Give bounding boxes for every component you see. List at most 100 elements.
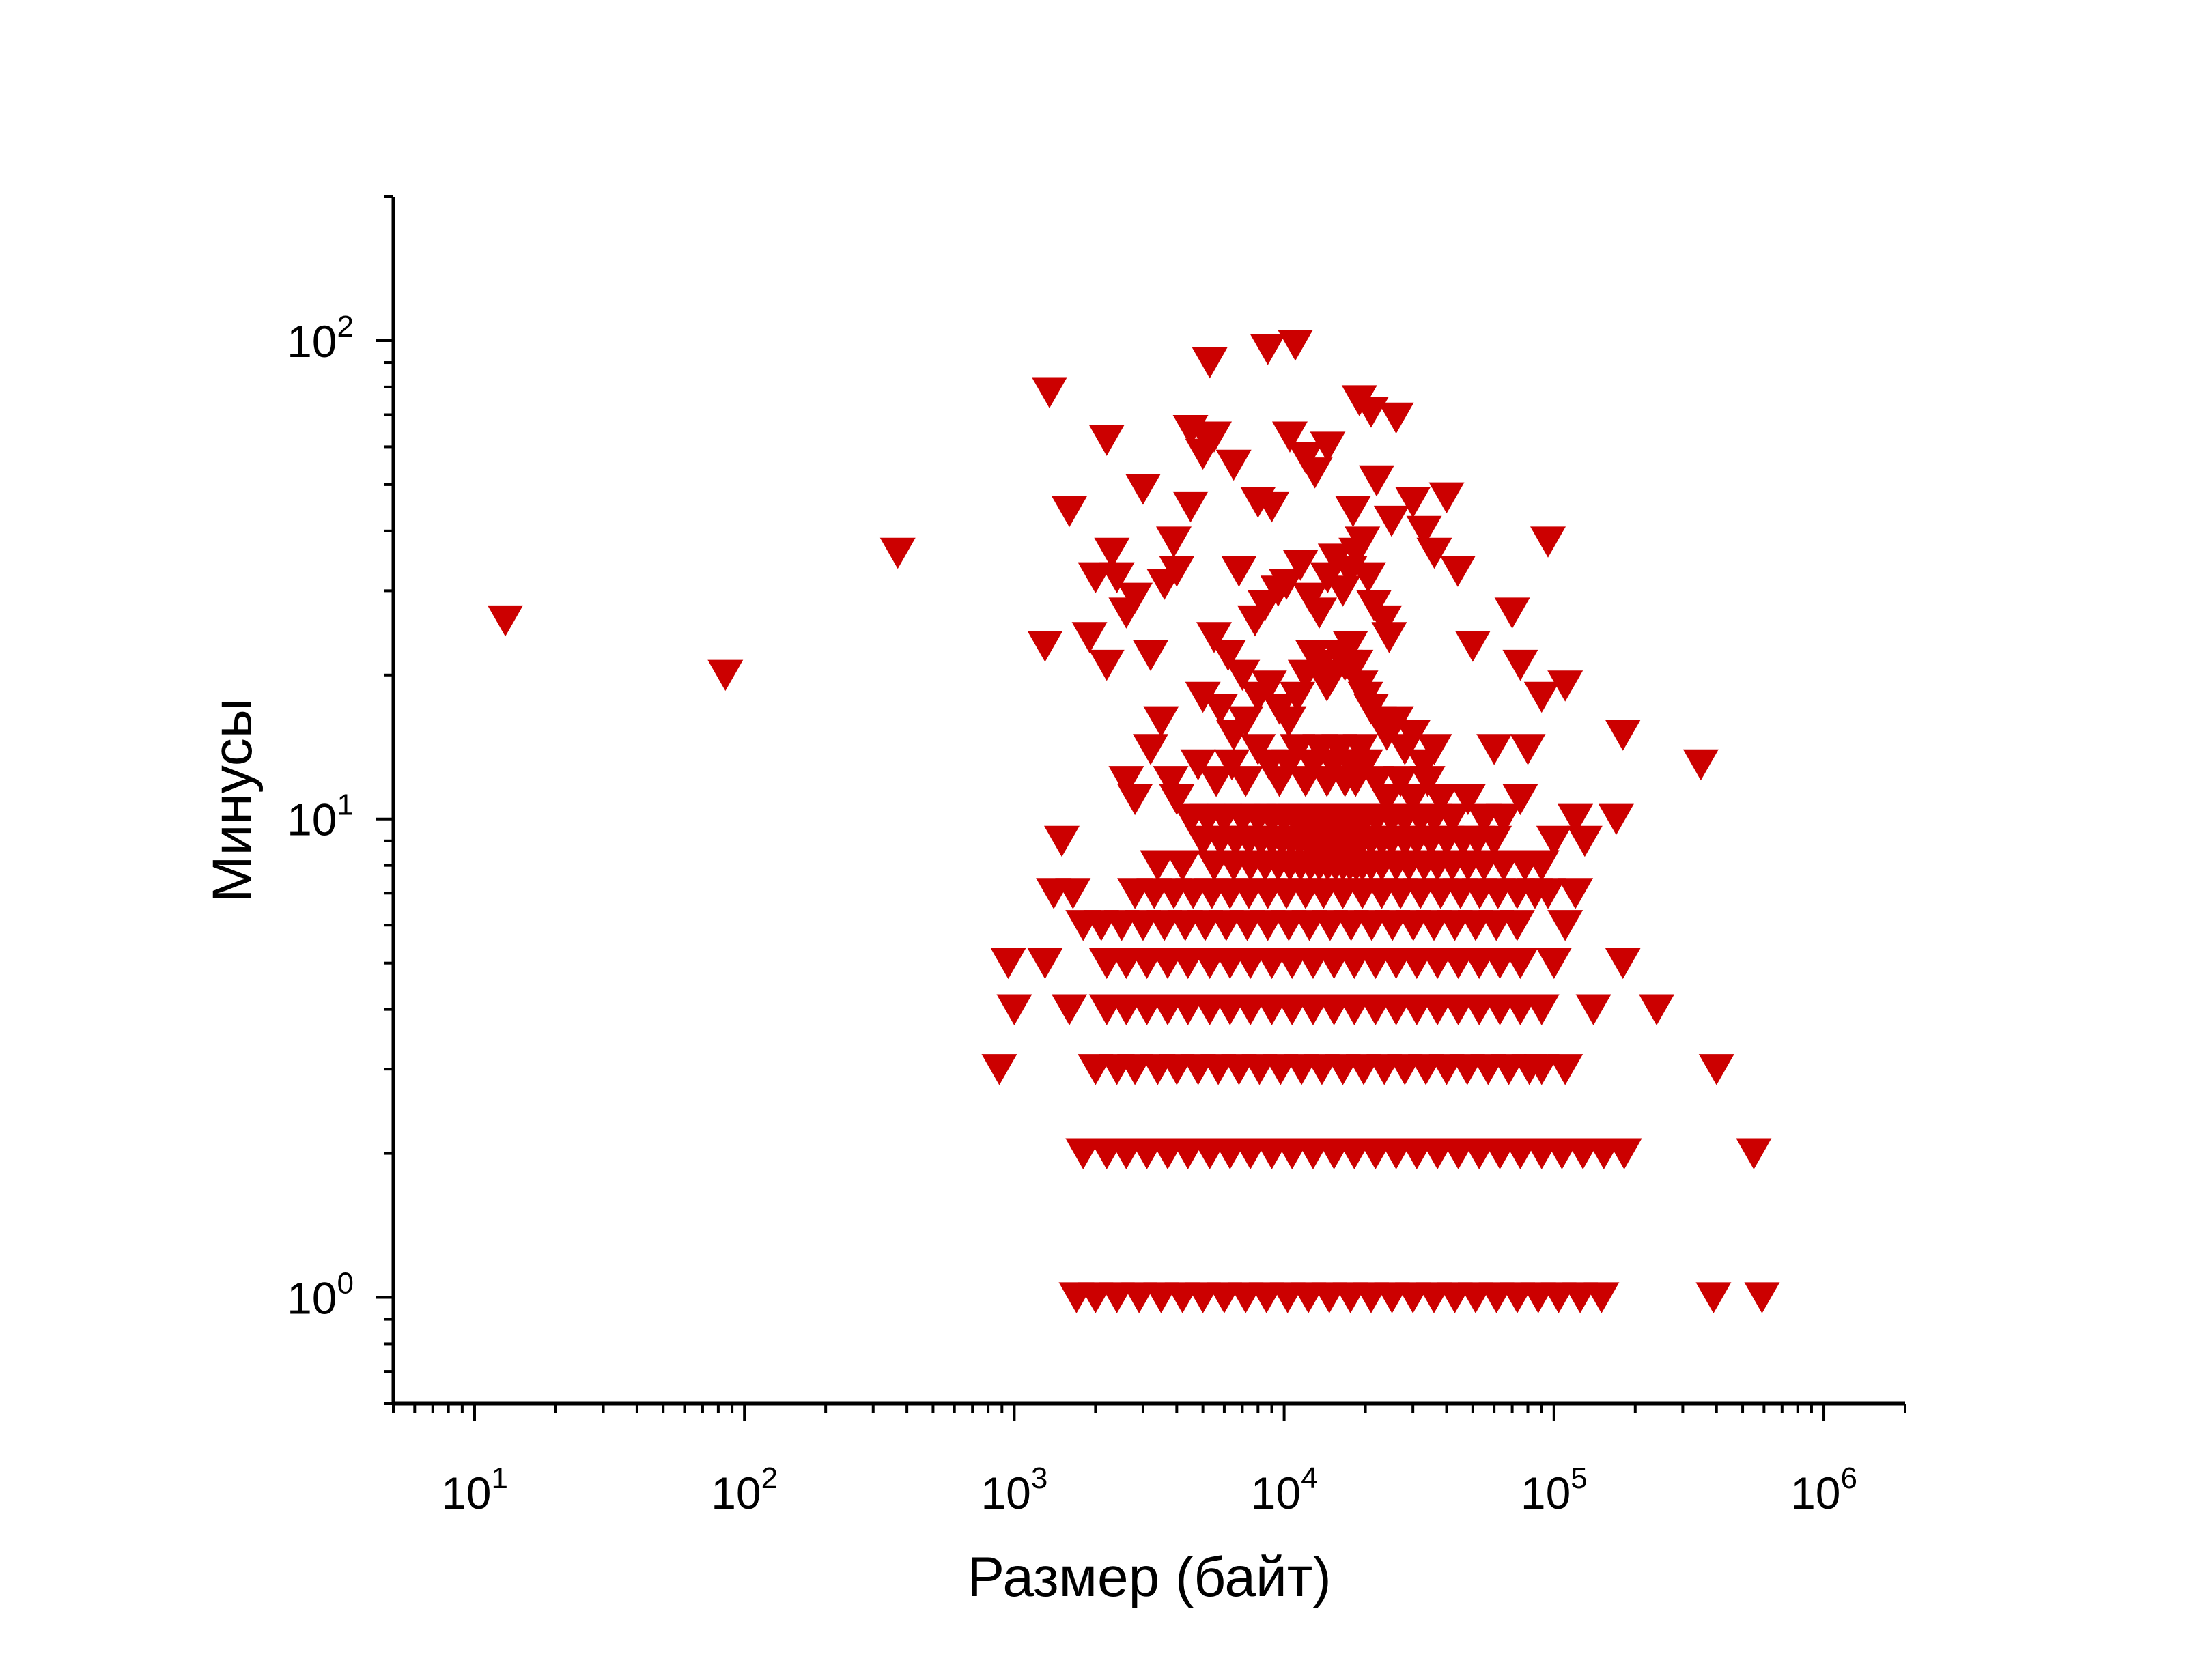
data-point: [1088, 649, 1125, 681]
data-point: [1366, 605, 1403, 637]
data-point: [1108, 597, 1144, 629]
data-point: [1192, 347, 1228, 379]
x-tick-label: 106: [1790, 1462, 1857, 1518]
data-point: [1598, 803, 1634, 836]
data-point: [1499, 910, 1535, 941]
data-point: [990, 948, 1026, 980]
data-point: [1125, 473, 1161, 505]
data-point: [1052, 994, 1088, 1026]
data-point: [1368, 784, 1405, 816]
data-point: [1378, 706, 1414, 738]
x-axis-ticks: 101 102 103 104 105 106: [392, 1404, 1906, 1518]
x-tick-label: 104: [1251, 1462, 1318, 1518]
data-point: [1358, 465, 1394, 497]
data-point: [1133, 640, 1169, 672]
x-axis-title: Размер (байт): [967, 1546, 1331, 1608]
data-point: [1185, 438, 1221, 470]
data-point: [1282, 550, 1319, 581]
data-point: [1088, 425, 1125, 456]
data-point: [1744, 1282, 1780, 1313]
data-point: [1027, 948, 1063, 980]
data-point: [1117, 1054, 1153, 1085]
x-tick-label: 105: [1521, 1462, 1588, 1518]
data-points: [488, 330, 1780, 1313]
data-point: [1254, 491, 1290, 523]
data-point: [996, 994, 1032, 1026]
data-point: [1140, 850, 1176, 882]
data-point: [1310, 431, 1346, 463]
data-point: [981, 1054, 1017, 1085]
data-point: [1043, 825, 1080, 857]
data-point: [1517, 878, 1553, 909]
data-point: [1409, 766, 1446, 797]
data-point: [1502, 784, 1538, 816]
data-point: [1099, 562, 1135, 594]
data-point: [1547, 670, 1583, 702]
data-point: [1335, 496, 1371, 528]
data-point: [1297, 457, 1333, 489]
data-point: [1228, 706, 1264, 738]
data-point: [1639, 994, 1675, 1026]
data-point: [1439, 556, 1476, 587]
data-point: [1395, 487, 1431, 518]
data-point: [1450, 784, 1486, 816]
data-point: [1271, 421, 1308, 453]
data-point: [1558, 878, 1594, 909]
data-point: [1251, 670, 1287, 702]
data-point: [1422, 784, 1459, 816]
data-point: [1511, 1054, 1547, 1085]
x-tick-label: 103: [981, 1462, 1047, 1518]
data-point: [1345, 526, 1381, 558]
data-point: [1153, 766, 1189, 797]
data-point: [1575, 994, 1611, 1026]
data-point: [1071, 622, 1108, 653]
data-point: [1502, 948, 1538, 980]
x-tick-label: 102: [711, 1462, 778, 1518]
data-point: [1338, 649, 1374, 681]
data-point: [1547, 910, 1583, 941]
data-point: [1510, 734, 1546, 765]
data-point: [1605, 948, 1641, 980]
data-point: [1094, 537, 1130, 569]
data-point: [1605, 720, 1641, 751]
data-point: [1196, 622, 1232, 653]
data-point: [1271, 706, 1307, 738]
data-point: [1454, 631, 1491, 662]
data-point: [707, 659, 744, 692]
data-point: [1214, 749, 1250, 781]
data-point: [488, 605, 524, 637]
data-point: [1155, 526, 1192, 558]
y-tick-label: 101: [287, 788, 354, 845]
data-point: [1476, 825, 1512, 857]
data-point: [1476, 734, 1512, 765]
data-point: [1031, 377, 1067, 408]
data-point: [1736, 1138, 1772, 1169]
data-point: [1395, 720, 1431, 751]
data-point: [1052, 496, 1088, 528]
data-point: [1347, 749, 1383, 781]
data-point: [1428, 482, 1465, 514]
data-point: [1065, 1138, 1101, 1169]
data-point: [1210, 640, 1246, 672]
data-point: [1277, 330, 1313, 361]
data-point: [1143, 706, 1179, 738]
data-point: [1494, 597, 1530, 629]
data-point: [1133, 734, 1169, 765]
data-point: [1371, 622, 1407, 653]
data-point: [1536, 948, 1572, 980]
data-point: [1485, 803, 1521, 836]
data-point: [1547, 1054, 1583, 1085]
data-point: [1395, 784, 1431, 816]
data-point: [1383, 766, 1419, 797]
data-point: [1108, 766, 1144, 797]
y-tick-label: 100: [287, 1267, 354, 1324]
y-axis-title: Минусы: [201, 698, 264, 902]
x-tick-label: 101: [441, 1462, 508, 1518]
data-point: [1159, 784, 1195, 816]
data-point: [1117, 784, 1153, 816]
data-point: [1221, 556, 1257, 587]
data-point: [1350, 562, 1386, 594]
data-point: [1250, 334, 1286, 365]
data-point: [1416, 734, 1452, 765]
data-point: [1224, 659, 1261, 692]
